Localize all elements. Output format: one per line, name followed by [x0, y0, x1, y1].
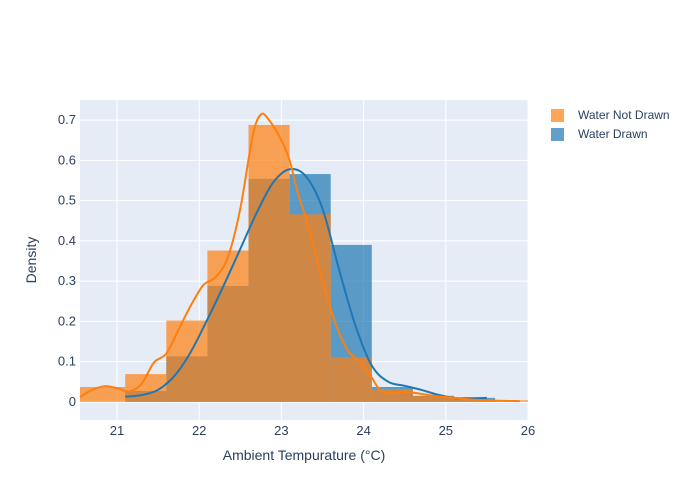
y-tick-label: 0.3	[58, 273, 76, 288]
y-axis-ticks: 0 0.1 0.2 0.3 0.4 0.5 0.6 0.7	[58, 112, 76, 409]
bar-water-not-drawn	[371, 389, 413, 402]
bar-water-not-drawn	[289, 214, 331, 402]
legend-label-water-drawn[interactable]: Water Drawn	[578, 127, 648, 141]
y-tick-label: 0.5	[58, 193, 76, 208]
x-tick-label: 21	[110, 423, 124, 438]
density-curves	[79, 112, 520, 403]
y-axis-title: Density	[23, 237, 39, 284]
legend-swatch-water-not-drawn[interactable]	[551, 109, 564, 122]
x-axis-ticks: 21 22 23 24 25 26	[110, 423, 535, 438]
x-tick-label: 26	[521, 423, 535, 438]
y-tick-label: 0.6	[58, 152, 76, 167]
bar-water-not-drawn	[248, 124, 290, 402]
y-tick-label: 0.1	[58, 354, 76, 369]
bar-water-not-drawn	[330, 357, 372, 402]
x-tick-label: 23	[274, 423, 288, 438]
legend-swatch-water-drawn[interactable]	[551, 128, 564, 141]
density-curve-water-drawn	[125, 167, 487, 400]
legend: Water Not Drawn Water Drawn	[551, 108, 670, 141]
y-tick-label: 0.4	[58, 233, 76, 248]
y-tick-label: 0.7	[58, 112, 76, 127]
density-curve-water-not-drawn	[79, 112, 520, 403]
y-tick-label: 0	[69, 394, 76, 409]
legend-label-water-not-drawn[interactable]: Water Not Drawn	[578, 108, 670, 122]
y-tick-label: 0.2	[58, 313, 76, 328]
x-axis-title: Ambient Tempurature (°C)	[223, 447, 386, 463]
x-tick-label: 24	[356, 423, 370, 438]
bar-water-not-drawn	[412, 395, 455, 402]
x-tick-label: 25	[439, 423, 453, 438]
bar-water-not-drawn	[454, 399, 496, 402]
bar-water-not-drawn	[207, 250, 249, 402]
x-tick-label: 22	[192, 423, 206, 438]
